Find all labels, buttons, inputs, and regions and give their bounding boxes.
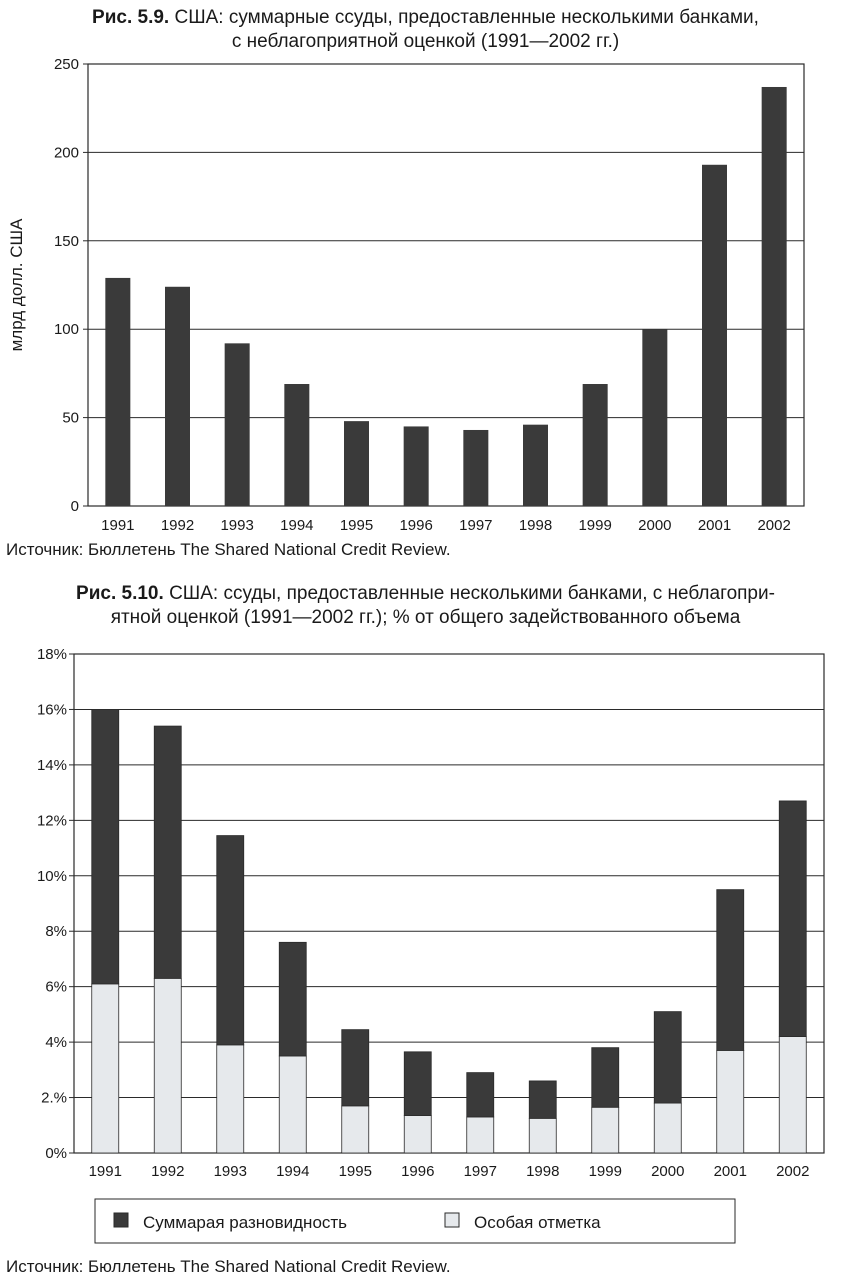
x-tick-label: 1996 [401, 1163, 434, 1180]
bar [463, 429, 489, 506]
x-tick-label: 1991 [101, 517, 134, 534]
figure1-caption-line2: с неблагоприятной оценкой (1991—2002 гг.… [231, 31, 620, 52]
bar-special-mark [778, 1036, 807, 1154]
bar-special-mark [341, 1105, 370, 1154]
bar-special-mark [466, 1116, 495, 1154]
figure2-caption-line1: США: ссуды, предоставленные несколькими … [169, 583, 775, 604]
x-tick-label: 1999 [578, 517, 611, 534]
plot-frame [73, 653, 825, 1154]
bar [344, 421, 369, 506]
legend: Суммарая разновидность Особая отметка [94, 1198, 736, 1244]
legend-label: Особая отметка [474, 1213, 601, 1232]
bar-total-variety [403, 1051, 432, 1116]
figure1-number: Рис. 5.9. [92, 7, 170, 28]
y-tick-label: 100 [54, 321, 79, 338]
y-tick-label: 50 [62, 410, 79, 427]
bar [702, 164, 727, 506]
bar-special-mark [591, 1106, 620, 1154]
y-tick-label: 2.% [41, 1090, 67, 1107]
x-tick-label: 2001 [698, 517, 731, 534]
bar-total-variety [278, 941, 307, 1057]
figure1-caption-line1: США: суммарные ссуды, предоставленные не… [174, 7, 759, 28]
x-tick-label: 1992 [161, 517, 194, 534]
bar [761, 86, 787, 506]
bar-special-mark [716, 1050, 745, 1154]
x-tick-label: 2001 [714, 1163, 747, 1180]
x-tick-label: 2000 [651, 1163, 684, 1180]
bar [224, 343, 250, 506]
bar-total-variety [466, 1072, 495, 1118]
bar [523, 424, 548, 506]
x-tick-label: 1996 [399, 517, 432, 534]
x-tick-label: 1992 [151, 1163, 184, 1180]
bar-total-variety [341, 1029, 370, 1107]
x-tick-label: 2002 [757, 517, 790, 534]
legend-swatch [444, 1212, 460, 1228]
x-tick-label: 1998 [526, 1163, 559, 1180]
bar-special-mark [653, 1102, 682, 1154]
x-tick-label: 1997 [459, 517, 492, 534]
y-tick-label: 8% [45, 923, 67, 940]
y-tick-label: 4% [45, 1034, 67, 1051]
bar [642, 329, 668, 506]
bar-special-mark [528, 1117, 557, 1154]
bar-special-mark [216, 1044, 245, 1154]
x-tick-label: 1993 [220, 517, 253, 534]
figure2-caption-line2: ятной оценкой (1991—2002 гг.); % от обще… [110, 607, 741, 628]
bar-total-variety [591, 1047, 620, 1108]
bar-special-mark [278, 1055, 307, 1154]
figure2-caption: Рис. 5.10. США: ссуды, предоставленные н… [0, 582, 851, 630]
x-tick-label: 1999 [589, 1163, 622, 1180]
bar [165, 286, 190, 506]
bar [105, 277, 131, 506]
bar-special-mark [91, 983, 120, 1154]
y-tick-label: 16% [37, 701, 67, 718]
y-tick-label: 10% [37, 868, 67, 885]
bar-total-variety [716, 889, 745, 1051]
figure1-source: Источник: Бюллетень The Shared National … [6, 540, 451, 559]
bar-total-variety [653, 1011, 682, 1104]
plot-frame [87, 63, 805, 507]
x-tick-label: 1995 [340, 517, 373, 534]
bar-total-variety [528, 1080, 557, 1119]
legend-swatch [113, 1212, 129, 1228]
x-tick-label: 2000 [638, 517, 671, 534]
x-tick-label: 1994 [276, 1163, 309, 1180]
y-tick-label: 12% [37, 812, 67, 829]
y-tick-label: 200 [54, 144, 79, 161]
figure2-number: Рис. 5.10. [76, 583, 164, 604]
bar-special-mark [403, 1115, 432, 1154]
legend-box [94, 1198, 736, 1244]
y-tick-label: 0 [71, 498, 79, 515]
bar [403, 426, 429, 506]
x-tick-label: 1991 [89, 1163, 122, 1180]
bar [284, 384, 310, 506]
figure1-caption: Рис. 5.9. США: суммарные ссуды, предоста… [0, 6, 851, 54]
bar [582, 384, 608, 506]
x-tick-label: 1997 [464, 1163, 497, 1180]
x-tick-label: 1993 [214, 1163, 247, 1180]
y-tick-label: 0% [45, 1145, 67, 1162]
x-tick-label: 1995 [339, 1163, 372, 1180]
figure2-source: Источник: Бюллетень The Shared National … [6, 1257, 451, 1276]
y-axis-label: млрд долл. США [7, 218, 26, 351]
x-tick-label: 2002 [776, 1163, 809, 1180]
bar-total-variety [91, 709, 120, 985]
y-tick-label: 150 [54, 233, 79, 250]
bar-total-variety [153, 725, 182, 979]
bar-total-variety [216, 835, 245, 1046]
y-tick-label: 250 [54, 56, 79, 73]
legend-label: Суммарая разновидность [143, 1213, 347, 1232]
bar-special-mark [153, 977, 182, 1154]
chart-total-loans: 0 50 100 150 200 250 1991 1992 1993 1994 1995 1996 1… [7, 56, 805, 534]
x-tick-label: 1998 [519, 517, 552, 534]
y-tick-label: 14% [37, 757, 67, 774]
y-tick-label: 6% [45, 979, 67, 996]
x-tick-label: 1994 [280, 517, 313, 534]
y-tick-label: 18% [37, 646, 67, 663]
bar-total-variety [778, 800, 807, 1037]
